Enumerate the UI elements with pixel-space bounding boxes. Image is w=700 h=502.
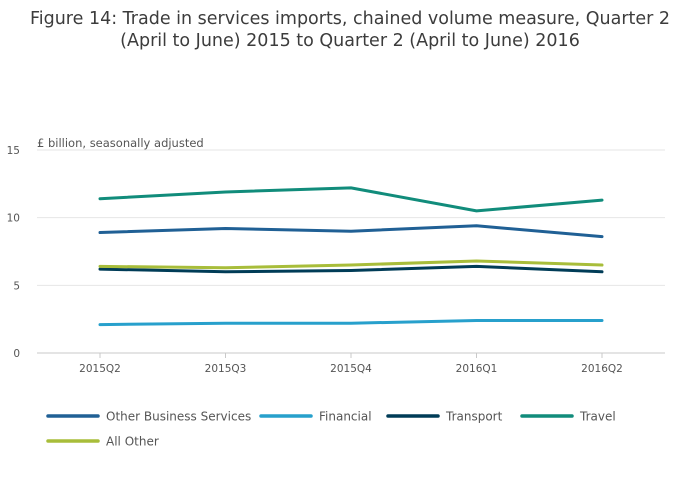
data-point-transport: [601, 270, 604, 273]
data-point-financial: [350, 322, 353, 325]
series-line-financial: [98, 319, 604, 327]
y-axis-label: £ billion, seasonally adjusted: [37, 136, 204, 150]
data-point-other-business-services: [475, 224, 478, 227]
y-tick-label: 5: [13, 280, 20, 292]
data-point-travel: [350, 186, 353, 189]
data-point-transport: [350, 269, 353, 272]
data-point-other-business-services: [99, 231, 102, 234]
data-point-financial: [475, 319, 478, 322]
data-point-transport: [224, 270, 227, 273]
data-point-travel: [475, 209, 478, 212]
series-line-travel: [98, 186, 604, 213]
legend-item-financial: Financial: [259, 410, 372, 424]
x-tick-label: 2016Q2: [581, 363, 623, 375]
plot-area: 0 5 10 15 2015Q2 2015Q3 2015Q4 2016Q1 2016Q2: [7, 145, 665, 375]
legend-label: Other Business Services: [106, 410, 251, 424]
x-tick-label: 2015Q4: [330, 363, 372, 375]
legend-label: Travel: [579, 410, 616, 424]
data-point-financial: [601, 319, 604, 322]
legend-label: Financial: [319, 410, 372, 424]
y-tick-label: 10: [7, 213, 20, 225]
data-point-other-business-services: [601, 235, 604, 238]
data-point-transport: [475, 265, 478, 268]
legend-item-other-business-services: Other Business Services: [46, 410, 251, 424]
chart-title-line-2: (April to June) 2015 to Quarter 2 (April…: [120, 31, 580, 51]
data-point-travel: [99, 197, 102, 200]
data-point-all-other: [99, 265, 102, 268]
x-tick-label: 2015Q2: [79, 363, 121, 375]
data-point-other-business-services: [350, 230, 353, 233]
legend-item-travel: Travel: [520, 410, 616, 424]
data-point-other-business-services: [224, 227, 227, 230]
legend-item-all-other: All Other: [46, 435, 159, 449]
data-point-transport: [99, 268, 102, 271]
data-point-all-other: [350, 264, 353, 267]
legend-label: Transport: [445, 410, 503, 424]
data-point-financial: [224, 322, 227, 325]
legend: Other Business Services Financial Transpor…: [46, 410, 616, 449]
legend-label: All Other: [106, 435, 159, 449]
data-point-all-other: [224, 266, 227, 269]
y-tick-label: 15: [7, 145, 20, 157]
y-tick-label: 0: [13, 348, 20, 360]
data-point-travel: [601, 199, 604, 202]
x-tick-label: 2015Q3: [205, 363, 247, 375]
data-point-travel: [224, 190, 227, 193]
chart-title-line-1: Figure 14: Trade in services imports, ch…: [30, 9, 670, 29]
series-line-transport: [98, 264, 604, 274]
data-point-all-other: [601, 264, 604, 267]
series-line-all-other: [98, 259, 604, 270]
series-line-other-business-services: [98, 224, 604, 239]
data-point-all-other: [475, 259, 478, 262]
data-point-financial: [99, 323, 102, 326]
legend-item-transport: Transport: [386, 410, 503, 424]
x-tick-label: 2016Q1: [456, 363, 498, 375]
